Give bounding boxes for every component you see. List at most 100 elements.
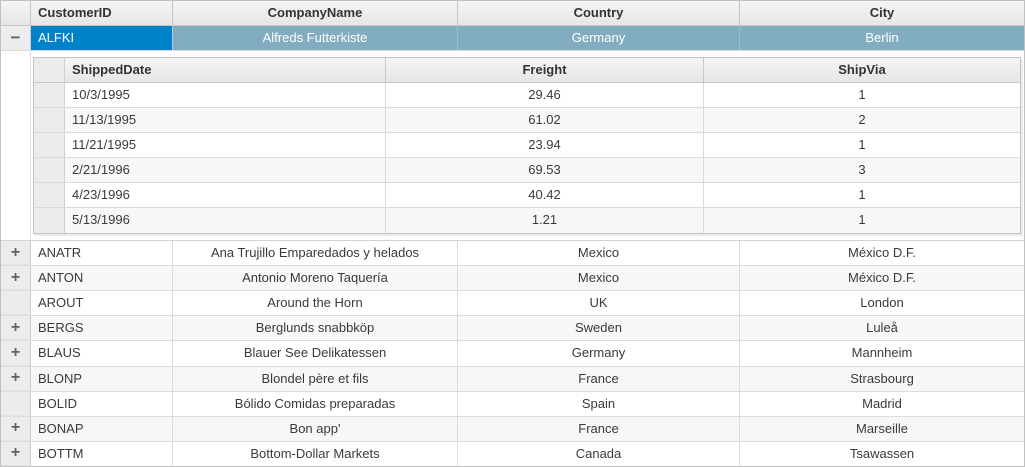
cell-freight[interactable]: 23.94 <box>386 133 704 157</box>
master-row[interactable]: + BLONP Blondel père et fils France Stra… <box>1 366 1024 392</box>
detail-column-header-freight[interactable]: Freight <box>386 58 704 82</box>
cell-country[interactable]: Mexico <box>458 241 740 266</box>
master-row[interactable]: + BERGS Berglunds snabbköp Sweden Luleå <box>1 316 1024 342</box>
expand-cell[interactable]: + <box>1 416 31 441</box>
column-header-city[interactable]: City <box>869 5 895 20</box>
detail-column-header-shipvia[interactable]: ShipVia <box>838 62 886 77</box>
detail-row[interactable]: 10/3/1995 29.46 1 <box>34 83 1020 108</box>
cell-freight[interactable]: 40.42 <box>386 183 704 207</box>
cell-companyname[interactable]: Around the Horn <box>173 291 458 316</box>
row-indicator[interactable] <box>34 133 65 157</box>
cell-companyname[interactable]: Blondel père et fils <box>173 366 458 391</box>
expand-cell[interactable]: + <box>1 341 31 366</box>
cell-customerid[interactable]: BOTTM <box>31 441 173 466</box>
detail-column-header-shippeddate[interactable]: ShippedDate <box>65 58 386 82</box>
cell-companyname[interactable]: Antonio Moreno Taquería <box>173 266 458 291</box>
cell-country[interactable]: Germany <box>458 26 740 50</box>
expand-icon[interactable]: + <box>10 444 21 462</box>
collapse-icon[interactable]: − <box>10 28 21 47</box>
cell-customerid[interactable]: ANTON <box>31 266 173 291</box>
master-row[interactable]: BOLID Bólido Comidas preparadas Spain Ma… <box>1 391 1024 417</box>
expand-cell[interactable]: + <box>1 441 31 466</box>
cell-country[interactable]: Germany <box>458 341 740 366</box>
cell-city[interactable]: Marseille <box>855 420 908 436</box>
cell-country[interactable]: Canada <box>458 441 740 466</box>
cell-customerid[interactable]: BERGS <box>31 316 173 341</box>
cell-city[interactable]: Mannheim <box>851 345 913 361</box>
cell-country[interactable]: UK <box>458 291 740 316</box>
cell-customerid[interactable]: ALFKI <box>31 26 173 50</box>
cell-country[interactable]: France <box>458 366 740 391</box>
detail-row[interactable]: 2/21/1996 69.53 3 <box>34 158 1020 183</box>
master-row[interactable]: + BOTTM Bottom-Dollar Markets Canada Tsa… <box>1 441 1024 466</box>
row-indicator[interactable] <box>34 208 65 233</box>
expand-icon[interactable]: + <box>10 369 21 387</box>
cell-city[interactable]: Luleå <box>866 320 898 336</box>
cell-companyname[interactable]: Blauer See Delikatessen <box>173 341 458 366</box>
cell-freight[interactable]: 1.21 <box>386 208 704 233</box>
cell-country[interactable]: Mexico <box>458 266 740 291</box>
expand-icon[interactable]: + <box>10 268 21 286</box>
cell-city[interactable]: London <box>860 295 904 311</box>
cell-shippeddate[interactable]: 4/23/1996 <box>65 183 386 207</box>
cell-country[interactable]: Sweden <box>458 316 740 341</box>
column-header-customerid[interactable]: CustomerID <box>31 1 173 25</box>
master-row[interactable]: − ALFKI Alfreds Futterkiste Germany Berl… <box>1 26 1024 51</box>
detail-row[interactable]: 4/23/1996 40.42 1 <box>34 183 1020 208</box>
cell-shipvia[interactable]: 3 <box>858 162 866 177</box>
cell-city[interactable]: Strasbourg <box>850 370 914 386</box>
row-indicator[interactable] <box>34 83 65 107</box>
expand-cell[interactable]: + <box>1 266 31 291</box>
cell-customerid[interactable]: BONAP <box>31 416 173 441</box>
cell-freight[interactable]: 29.46 <box>386 83 704 107</box>
master-row[interactable]: + ANTON Antonio Moreno Taquería Mexico M… <box>1 266 1024 292</box>
master-row[interactable]: + BONAP Bon app' France Marseille <box>1 416 1024 442</box>
cell-customerid[interactable]: BLONP <box>31 366 173 391</box>
cell-shippeddate[interactable]: 11/13/1995 <box>65 108 386 132</box>
column-header-companyname[interactable]: CompanyName <box>173 1 458 25</box>
cell-city[interactable]: México D.F. <box>848 270 916 286</box>
cell-city[interactable]: México D.F. <box>848 245 916 260</box>
detail-row[interactable]: 11/13/1995 61.02 2 <box>34 108 1020 133</box>
cell-companyname[interactable]: Ana Trujillo Emparedados y helados <box>173 241 458 266</box>
expand-icon[interactable]: + <box>10 419 21 437</box>
cell-city[interactable]: Berlin <box>740 26 1024 50</box>
cell-shipvia[interactable]: 2 <box>858 112 866 127</box>
cell-freight[interactable]: 69.53 <box>386 158 704 182</box>
cell-city[interactable]: Tsawassen <box>849 445 915 461</box>
expand-icon[interactable]: + <box>10 318 21 336</box>
cell-shippeddate[interactable]: 5/13/1996 <box>65 208 386 233</box>
cell-shipvia[interactable]: 1 <box>858 87 866 102</box>
detail-row[interactable]: 5/13/1996 1.21 1 <box>34 208 1020 233</box>
cell-companyname[interactable]: Bon app' <box>173 416 458 441</box>
expand-icon[interactable]: + <box>10 243 21 261</box>
cell-freight[interactable]: 61.02 <box>386 108 704 132</box>
cell-customerid[interactable]: BLAUS <box>31 341 173 366</box>
expand-cell[interactable]: + <box>1 366 31 391</box>
cell-country[interactable]: Spain <box>458 391 740 416</box>
cell-customerid[interactable]: BOLID <box>31 391 173 416</box>
cell-city[interactable]: Madrid <box>862 395 902 411</box>
cell-companyname[interactable]: Alfreds Futterkiste <box>173 26 458 50</box>
cell-customerid[interactable]: ANATR <box>31 241 173 266</box>
row-indicator[interactable] <box>34 108 65 132</box>
cell-shipvia[interactable]: 1 <box>858 137 866 152</box>
cell-companyname[interactable]: Berglunds snabbköp <box>173 316 458 341</box>
cell-shipvia[interactable]: 1 <box>858 187 866 202</box>
column-header-country[interactable]: Country <box>458 1 740 25</box>
cell-shipvia[interactable]: 1 <box>858 212 866 227</box>
cell-shippeddate[interactable]: 10/3/1995 <box>65 83 386 107</box>
cell-companyname[interactable]: Bottom-Dollar Markets <box>173 441 458 466</box>
cell-shippeddate[interactable]: 11/21/1995 <box>65 133 386 157</box>
master-row[interactable]: + BLAUS Blauer See Delikatessen Germany … <box>1 341 1024 367</box>
expand-cell[interactable]: + <box>1 316 31 341</box>
cell-customerid[interactable]: AROUT <box>31 291 173 316</box>
cell-shippeddate[interactable]: 2/21/1996 <box>65 158 386 182</box>
master-row[interactable]: + ANATR Ana Trujillo Emparedados y helad… <box>1 241 1024 267</box>
expand-icon[interactable]: + <box>10 343 21 361</box>
row-indicator[interactable] <box>34 158 65 182</box>
master-row[interactable]: AROUT Around the Horn UK London <box>1 291 1024 317</box>
row-indicator[interactable] <box>34 183 65 207</box>
cell-country[interactable]: France <box>458 416 740 441</box>
detail-row[interactable]: 11/21/1995 23.94 1 <box>34 133 1020 158</box>
